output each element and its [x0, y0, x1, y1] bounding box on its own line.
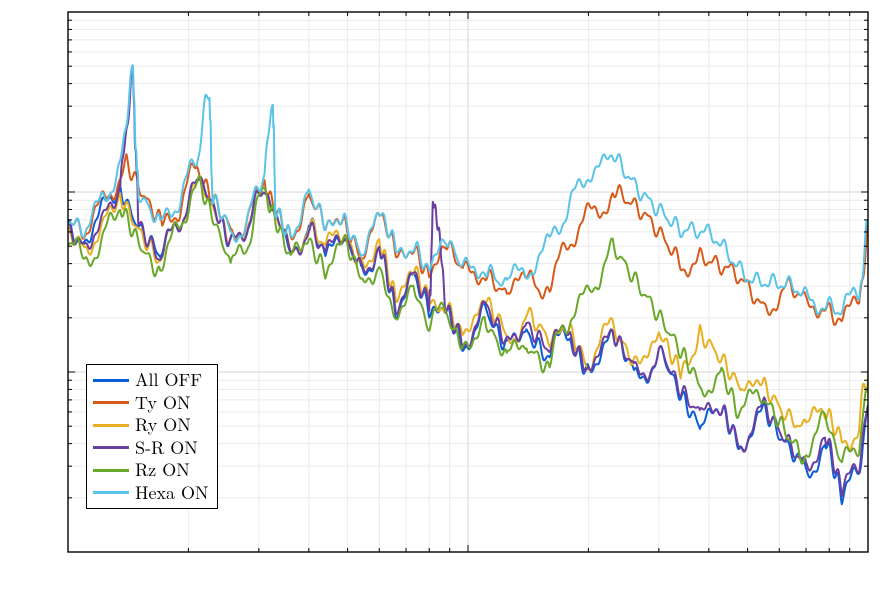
legend-item: Rz ON	[93, 459, 209, 482]
legend-swatch	[93, 401, 129, 404]
legend-label: Ty ON	[135, 392, 191, 415]
legend-swatch	[93, 424, 129, 427]
legend-item: All OFF	[93, 369, 209, 392]
legend-item: Ty ON	[93, 392, 209, 415]
legend-label: All OFF	[135, 369, 202, 392]
legend-label: Ry ON	[135, 414, 191, 437]
legend-swatch	[93, 469, 129, 472]
legend-item: Hexa ON	[93, 482, 209, 505]
legend-item: Ry ON	[93, 414, 209, 437]
legend-item: S-R ON	[93, 437, 209, 460]
spectrum-chart: All OFFTy ONRy ONS-R ONRz ONHexa ON	[0, 0, 888, 594]
legend-swatch	[93, 446, 129, 449]
legend-label: Rz ON	[135, 459, 190, 482]
legend: All OFFTy ONRy ONS-R ONRz ONHexa ON	[86, 364, 218, 509]
legend-swatch	[93, 379, 129, 382]
legend-label: S-R ON	[135, 437, 198, 460]
legend-label: Hexa ON	[135, 482, 209, 505]
legend-swatch	[93, 491, 129, 494]
